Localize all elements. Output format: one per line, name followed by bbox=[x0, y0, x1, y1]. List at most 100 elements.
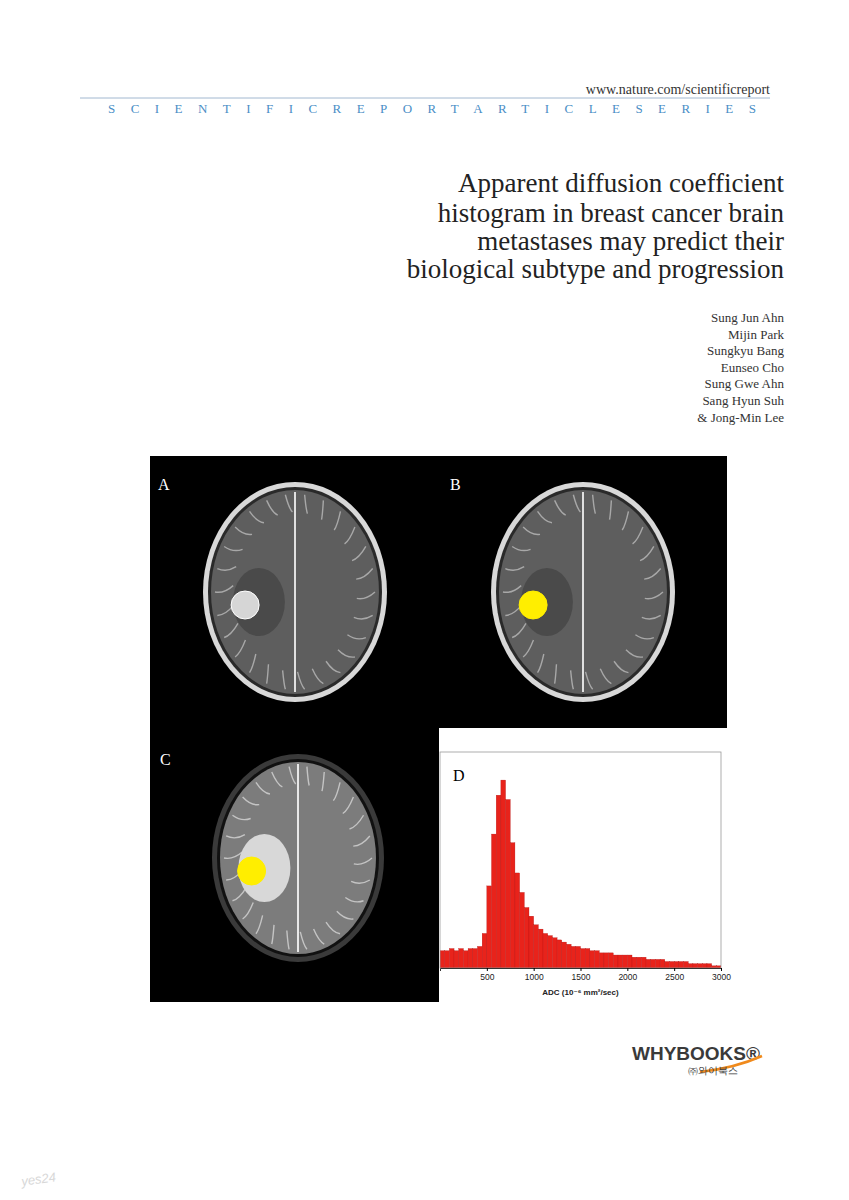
author: Sung Jun Ahn bbox=[711, 310, 784, 325]
sulcus bbox=[352, 546, 366, 560]
histogram-bar bbox=[702, 964, 707, 968]
histogram-bar bbox=[496, 795, 501, 968]
skull bbox=[203, 482, 387, 702]
sulcus bbox=[326, 661, 340, 672]
histogram-bar bbox=[449, 949, 454, 968]
x-tick-label: 2500 bbox=[665, 972, 684, 982]
histogram-bar bbox=[641, 957, 646, 968]
histogram-bar bbox=[552, 938, 557, 968]
x-axis-line bbox=[441, 969, 722, 972]
histogram-bar bbox=[445, 951, 450, 968]
panel-d: 500 1000 1500 2000 2500 3000 ADC (10⁻⁶ mm²/sec… bbox=[439, 728, 731, 1002]
skull bbox=[491, 482, 675, 702]
histogram-bar bbox=[520, 892, 525, 968]
panel-label: A bbox=[158, 476, 170, 493]
panel-c bbox=[150, 728, 439, 1002]
author: Sungkyu Bang bbox=[707, 343, 784, 358]
x-tick-mark bbox=[721, 968, 722, 971]
histogram-bar bbox=[477, 946, 482, 968]
sulcus bbox=[626, 650, 643, 658]
sulcus bbox=[523, 640, 533, 657]
panel-label: B bbox=[450, 476, 461, 493]
histogram-bar bbox=[665, 962, 670, 968]
sulcus bbox=[354, 858, 372, 864]
sulcus bbox=[645, 592, 663, 599]
sulcus bbox=[305, 495, 308, 514]
author: Sung Gwe Ahn bbox=[705, 376, 785, 391]
panel-background bbox=[439, 456, 727, 728]
lesion bbox=[238, 857, 266, 885]
histogram-bar bbox=[557, 940, 562, 968]
histogram-bar bbox=[651, 959, 656, 968]
panel-b bbox=[439, 456, 727, 728]
sulcus bbox=[555, 500, 566, 515]
sulcus bbox=[289, 767, 296, 784]
sulcus bbox=[622, 511, 628, 530]
sulcus bbox=[571, 670, 574, 689]
x-tick-label: 2000 bbox=[618, 972, 637, 982]
scalp-gap bbox=[496, 487, 670, 697]
histogram-bar bbox=[459, 949, 464, 968]
histogram-bar bbox=[562, 942, 567, 968]
sulcus bbox=[322, 772, 324, 791]
x-axis-title: ADC (10⁻⁶ mm²/sec) bbox=[542, 988, 619, 997]
falx bbox=[294, 492, 296, 692]
x-tick: 1000 bbox=[525, 968, 544, 982]
publisher-name-korean: ㈜와이북스 bbox=[688, 1065, 738, 1076]
sulcus bbox=[512, 546, 530, 550]
histogram-bar bbox=[679, 962, 684, 968]
sulcus bbox=[272, 925, 274, 944]
histogram-bar bbox=[506, 800, 511, 968]
sulcus bbox=[217, 567, 236, 571]
sulcus bbox=[600, 669, 611, 684]
title-line: histogram in breast cancer brain bbox=[438, 198, 785, 228]
brain bbox=[211, 490, 379, 694]
histogram-bar bbox=[604, 953, 609, 968]
histogram-bar bbox=[473, 949, 478, 968]
sulcus bbox=[300, 932, 307, 949]
bars bbox=[440, 780, 721, 968]
sulcus bbox=[224, 852, 242, 858]
sulcus bbox=[235, 640, 245, 657]
sulcus bbox=[235, 527, 252, 535]
histogram-bar bbox=[510, 843, 515, 968]
sulcus bbox=[283, 670, 286, 689]
histogram-bar bbox=[501, 780, 506, 968]
source-url: www.nature.com/scientificreport bbox=[586, 82, 770, 97]
lesion bbox=[231, 591, 259, 619]
histogram-bar bbox=[707, 964, 712, 968]
sulcus bbox=[345, 898, 363, 902]
histogram-bar bbox=[463, 951, 468, 968]
falx bbox=[297, 764, 299, 952]
x-tick-label: 1500 bbox=[572, 972, 591, 982]
title-line: metastases may predict their bbox=[477, 226, 784, 256]
title-line: biological subtype and progression bbox=[407, 254, 785, 284]
histogram-bar bbox=[566, 944, 571, 968]
histogram-bar bbox=[599, 953, 604, 968]
watermark: yes24 bbox=[19, 1169, 56, 1189]
x-tick: 1500 bbox=[572, 968, 591, 982]
sulcus bbox=[351, 880, 370, 883]
x-tick: 500 bbox=[480, 968, 494, 982]
x-tick-mark bbox=[674, 968, 675, 971]
author: & Jong-Min Lee bbox=[697, 410, 784, 425]
sulcus bbox=[267, 500, 278, 515]
sulcus bbox=[343, 797, 354, 814]
sulcus bbox=[644, 569, 660, 580]
sulcus bbox=[256, 782, 270, 794]
sulcus bbox=[353, 836, 370, 846]
histogram-bar bbox=[524, 908, 529, 968]
sulcus bbox=[215, 586, 233, 593]
histogram-bar bbox=[627, 955, 632, 968]
histogram-bar bbox=[571, 946, 576, 968]
sulcus bbox=[226, 835, 245, 838]
histogram-bar bbox=[581, 949, 586, 968]
histogram-bar bbox=[655, 959, 660, 968]
histogram-bar bbox=[632, 957, 637, 968]
histogram-bar bbox=[674, 962, 679, 968]
histogram-bar bbox=[538, 929, 543, 968]
histogram-bar bbox=[440, 951, 445, 968]
sulcus bbox=[272, 772, 283, 787]
x-tick-label: 3000 bbox=[712, 972, 731, 982]
x-tick: 2500 bbox=[665, 968, 684, 982]
